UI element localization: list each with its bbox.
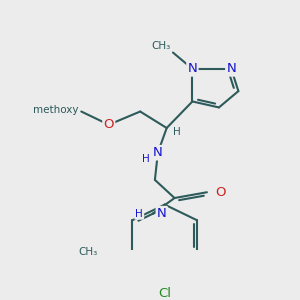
Text: O: O [215, 186, 225, 199]
Text: O: O [103, 118, 114, 131]
Text: N: N [157, 207, 166, 220]
Text: H: H [172, 127, 180, 137]
Text: N: N [188, 62, 197, 75]
Text: H: H [135, 209, 143, 219]
Text: N: N [226, 62, 236, 75]
Text: CH₃: CH₃ [152, 41, 171, 51]
Text: methoxy: methoxy [33, 105, 78, 115]
Text: N: N [153, 146, 163, 159]
Text: H: H [142, 154, 150, 164]
Text: CH₃: CH₃ [79, 247, 98, 256]
Text: Cl: Cl [158, 287, 171, 300]
